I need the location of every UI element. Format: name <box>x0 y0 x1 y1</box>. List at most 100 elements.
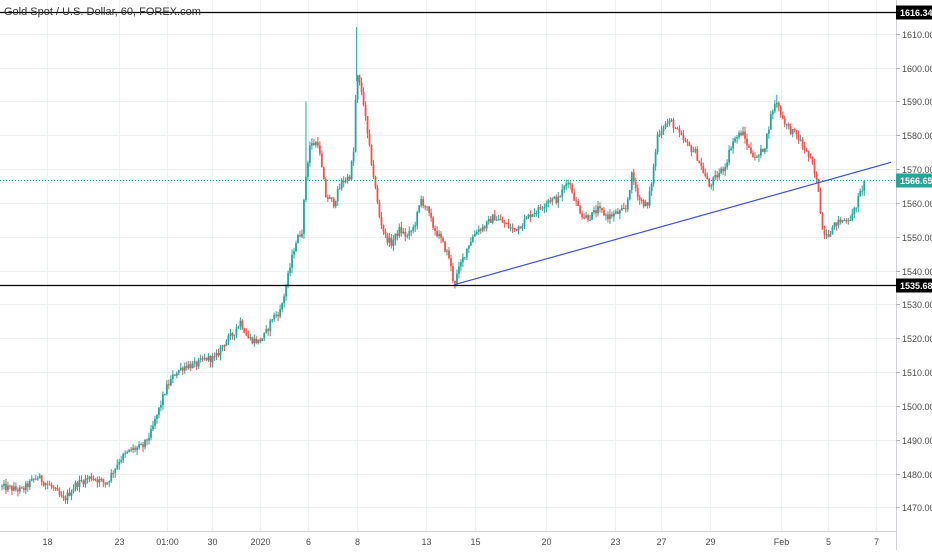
candle-body <box>22 488 25 490</box>
y-tick-label: 1520.00 <box>902 334 932 344</box>
candle-body <box>82 480 85 485</box>
candle-body <box>545 203 548 207</box>
candle-body <box>793 129 796 131</box>
candle-body <box>52 486 55 489</box>
candle-body <box>458 266 460 274</box>
candle-body <box>817 179 820 192</box>
y-tick-label: 1610.00 <box>902 30 932 40</box>
candle-body <box>211 356 214 363</box>
candle-body <box>293 251 295 255</box>
candle-body <box>767 129 770 134</box>
candle-body <box>390 237 393 246</box>
candle-body <box>382 225 385 232</box>
candle-body <box>400 227 403 234</box>
candle-body <box>682 134 685 141</box>
candle-body <box>96 479 99 483</box>
candle-body <box>189 364 192 369</box>
candle-body <box>821 213 824 230</box>
candle-body <box>718 173 721 178</box>
candle-body <box>593 210 595 213</box>
candle-body <box>235 328 238 335</box>
candle-body <box>20 487 23 489</box>
candle-body <box>851 213 854 220</box>
candle-body <box>587 215 589 220</box>
candle-body <box>547 200 550 204</box>
candle-body <box>628 190 631 200</box>
candle-body <box>326 197 329 199</box>
candle-body <box>332 198 335 207</box>
candle-body <box>171 374 174 380</box>
candle-body <box>26 483 29 488</box>
candle-body <box>698 160 701 163</box>
candle-body <box>612 213 615 217</box>
candle-body <box>585 215 587 218</box>
candle-body <box>803 146 806 151</box>
candle-body <box>156 414 158 419</box>
y-tick-label: 1540.00 <box>902 267 932 277</box>
candle-body <box>857 195 860 208</box>
candle-body <box>40 475 43 483</box>
price-badge-label: 1535.68 <box>900 281 932 291</box>
x-tick-label: 29 <box>705 537 715 547</box>
candle-body <box>195 361 198 367</box>
candle-body <box>384 231 387 235</box>
candle-body <box>3 483 5 486</box>
grid-layer <box>0 0 896 531</box>
candle-body <box>571 184 574 193</box>
candle-body <box>70 492 73 496</box>
y-tick-label: 1580.00 <box>902 131 932 141</box>
candle-body <box>167 384 170 386</box>
candle-body <box>732 141 734 149</box>
candle-body <box>744 131 746 139</box>
candle-body <box>227 335 230 342</box>
candle-body <box>525 217 528 220</box>
candle-body <box>738 132 740 138</box>
candle-body <box>297 235 299 244</box>
candle-body <box>561 189 564 197</box>
candle-body <box>567 182 570 184</box>
candle-body <box>686 141 689 143</box>
candle-body <box>314 142 317 146</box>
candle-body <box>444 241 446 252</box>
candle-body <box>769 114 772 130</box>
candle-body <box>348 176 351 180</box>
candle-body <box>362 91 365 105</box>
x-tick-label: Feb <box>774 537 790 547</box>
candle-body <box>291 254 293 268</box>
candle-body <box>758 155 760 157</box>
candle-body <box>330 197 333 199</box>
candle-body <box>642 200 645 207</box>
candle-body <box>839 219 842 223</box>
candle-body <box>479 229 482 231</box>
candle-body <box>312 143 315 146</box>
candle-body <box>231 333 234 336</box>
candle-body <box>640 199 643 201</box>
candle-body <box>213 356 216 358</box>
candle-body <box>32 478 35 480</box>
candle-body <box>694 149 697 152</box>
candle-body <box>630 172 633 191</box>
candle-body <box>360 82 363 92</box>
y-tick-label: 1510.00 <box>902 368 932 378</box>
candle-body <box>829 234 832 237</box>
candle-body <box>5 483 7 491</box>
candle-body <box>299 235 301 237</box>
candle-body <box>428 206 431 213</box>
candle-body <box>173 374 176 376</box>
candle-body <box>614 211 617 214</box>
candle-body <box>819 191 822 214</box>
candle-body <box>763 148 766 152</box>
candle-body <box>72 488 75 493</box>
candle-body <box>499 219 502 221</box>
candle-body <box>257 339 260 344</box>
candle-body <box>702 166 705 174</box>
candle-body <box>205 357 208 361</box>
candle-body <box>748 145 750 148</box>
candle-body <box>714 175 717 178</box>
candle-body <box>364 104 367 117</box>
candle-body <box>527 214 530 218</box>
candle-body <box>765 133 768 149</box>
